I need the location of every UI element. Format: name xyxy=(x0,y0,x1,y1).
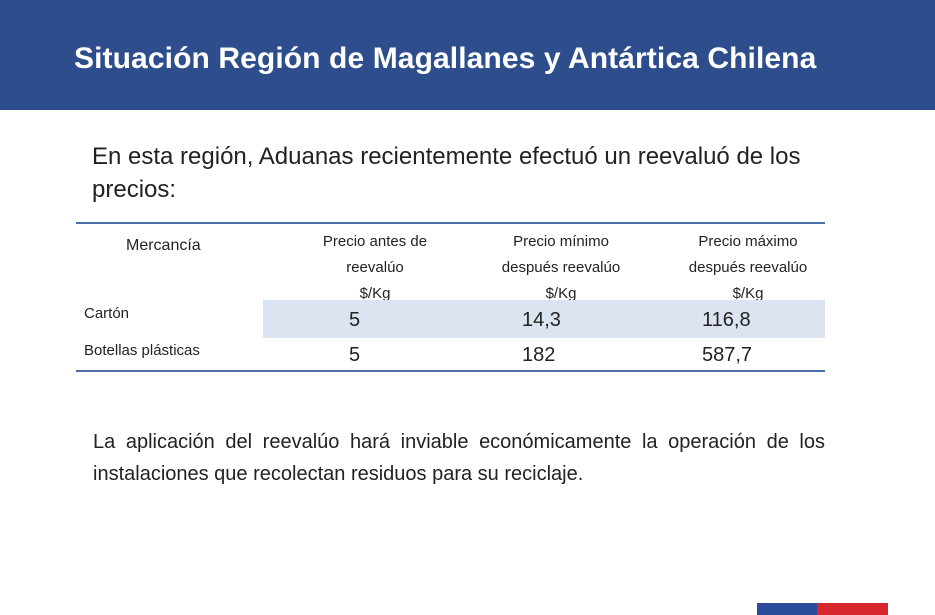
cell-precio-antes: 5 xyxy=(349,344,361,366)
cell-mercancia: Botellas plásticas xyxy=(84,342,200,359)
price-table: Mercancía Precio antes de reevalúo $/Kg … xyxy=(76,222,825,372)
flag-stripe-red xyxy=(817,603,888,615)
header-line: Precio mínimo xyxy=(513,233,609,250)
header-line: $/Kg xyxy=(545,285,577,302)
column-header-precio-antes: Precio antes de reevalúo $/Kg xyxy=(296,229,454,307)
cell-precio-antes: 5 xyxy=(349,309,361,331)
header-line: Precio máximo xyxy=(698,233,798,250)
header-line: después reevalúo xyxy=(688,259,808,276)
cell-mercancia: Cartón xyxy=(84,305,130,322)
table-row: Cartón 5 14,3 116,8 xyxy=(76,300,825,338)
cell-precio-minimo: 182 xyxy=(522,344,556,366)
header-line: Precio antes de xyxy=(322,233,428,250)
intro-text: En esta región, Aduanas recientemente ef… xyxy=(92,143,801,203)
column-header-precio-maximo: Precio máximo después reevalúo $/Kg xyxy=(668,229,828,307)
conclusion-text: La aplicación del reevalúo hará inviable… xyxy=(93,431,825,485)
row-name-cell-bg xyxy=(76,300,263,338)
cell-precio-maximo: 587,7 xyxy=(702,344,753,366)
row-highlight-band xyxy=(263,300,825,338)
header-banner: Situación Región de Magallanes y Antárti… xyxy=(0,0,935,110)
header-line: reevalúo xyxy=(346,259,404,276)
column-header-mercancia: Mercancía xyxy=(126,237,201,254)
flag-stripe-blue xyxy=(757,603,817,615)
header-line: $/Kg xyxy=(732,285,764,302)
header-line: $/Kg xyxy=(359,285,391,302)
cell-precio-maximo: 116,8 xyxy=(702,309,751,331)
column-header-precio-minimo: Precio mínimo después reevalúo $/Kg xyxy=(481,229,641,307)
page-title: Situación Región de Magallanes y Antárti… xyxy=(74,42,817,75)
table-row: Botellas plásticas 5 182 587,7 xyxy=(76,338,825,374)
cell-precio-minimo: 14,3 xyxy=(522,309,561,331)
header-line: después reevalúo xyxy=(501,259,621,276)
